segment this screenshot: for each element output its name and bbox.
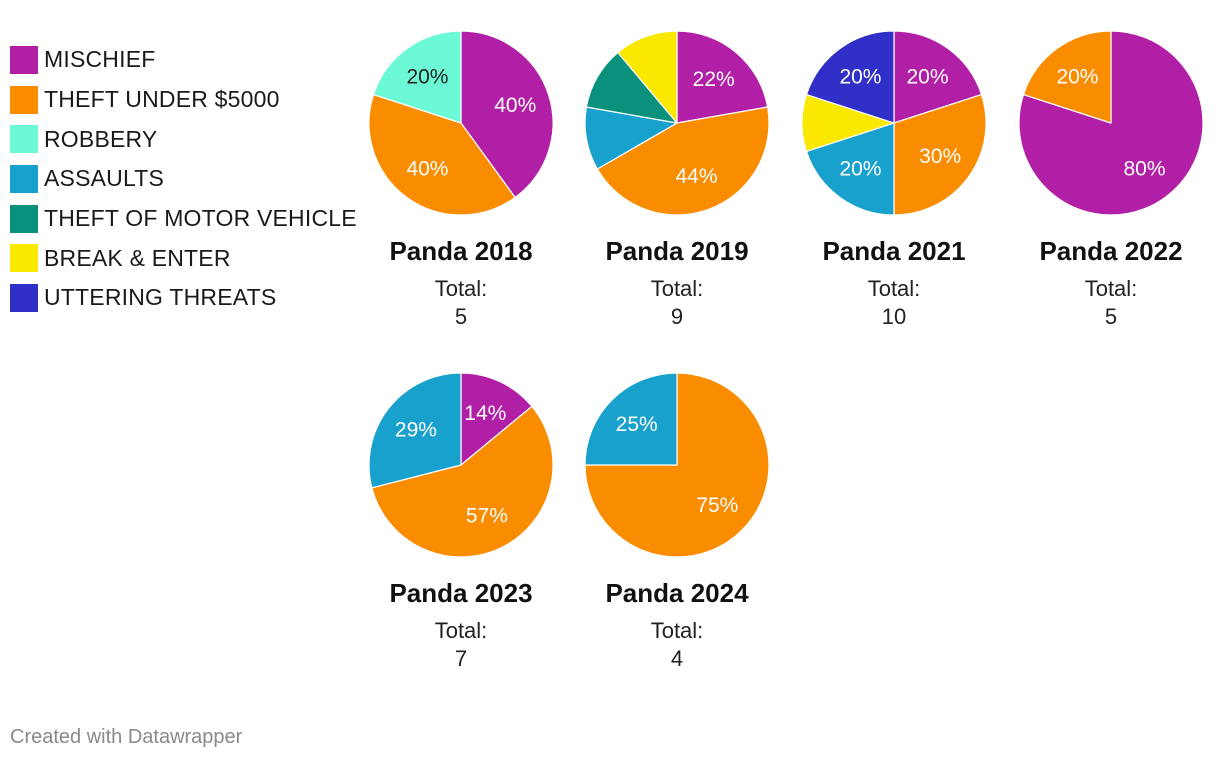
pie-total-label: Total:	[650, 618, 704, 643]
legend-item-theft-motor-vehicle: THEFT OF MOTOR VEHICLE	[10, 199, 357, 239]
pie-panda-2021: 20% 30% 20% 20%	[801, 30, 987, 216]
pie-slice-uttering-threats	[805, 30, 895, 124]
pie-total-label: Total:	[434, 276, 488, 301]
legend-item-uttering-threats: UTTERING THREATS	[10, 278, 355, 318]
pie-panda-2022: 80% 20%	[1018, 30, 1204, 216]
pie-total-value: 7	[454, 646, 468, 671]
slice-value-label: 25%	[616, 413, 658, 436]
pie-slice-assaults	[805, 122, 895, 216]
pie-total-label: Total:	[867, 276, 921, 301]
legend-item-robbery: ROBBERY	[10, 119, 355, 159]
pie-slice-mischief	[893, 30, 983, 124]
slice-value-label: 20%	[839, 65, 881, 88]
slice-value-label: 44%	[675, 165, 717, 188]
pie-slice-robbery	[372, 30, 462, 124]
legend-label: THEFT OF MOTOR VEHICLE	[44, 205, 357, 232]
pie-total-value: 9	[670, 304, 684, 329]
legend-swatch	[10, 204, 38, 233]
pie-total-value: 4	[670, 646, 684, 671]
slice-value-label: 30%	[919, 145, 961, 168]
pie-title: Panda 2021	[822, 236, 966, 266]
pie-title: Panda 2023	[389, 578, 533, 608]
pie-slice-theft-under-5000	[371, 405, 554, 558]
pie-slice-assaults	[368, 372, 462, 489]
slice-value-label: 80%	[1124, 158, 1166, 181]
pie-total-value: 5	[454, 304, 468, 329]
pie-slice-mischief	[676, 30, 769, 124]
pie-title: Panda 2019	[605, 236, 749, 266]
pie-slice-theft-under-5000	[584, 372, 770, 558]
legend-swatch	[10, 283, 38, 312]
pie-title: Panda 2022	[1039, 236, 1183, 266]
pie-panda-2018: 40% 40% 20%	[368, 30, 554, 216]
slice-value-label: 40%	[494, 94, 536, 117]
slice-value-label: 40%	[406, 158, 448, 181]
legend-label: ASSAULTS	[44, 165, 165, 192]
pie-slice-mischief	[460, 372, 533, 466]
legend-swatch	[10, 45, 38, 74]
slice-value-label: 20%	[907, 65, 949, 88]
pie-slice-assaults	[584, 372, 678, 466]
legend-swatch	[10, 85, 38, 114]
legend-label: MISCHIEF	[44, 46, 156, 73]
legend-item-theft-under: THEFT UNDER $5000	[10, 80, 355, 120]
pie-title: Panda 2018	[389, 236, 533, 266]
legend-label: UTTERING THREATS	[44, 284, 277, 311]
pie-slice-theft-under-5000	[368, 93, 516, 216]
pie-slice-theft-under-5000	[893, 93, 987, 216]
slice-value-label: 20%	[406, 65, 448, 88]
pie-slice-break-enter	[617, 30, 678, 124]
pie-total-value: 5	[1104, 304, 1118, 329]
footer-credit: Created with Datawrapper	[10, 726, 243, 748]
slice-value-label: 14%	[464, 402, 506, 425]
pie-total-label: Total:	[434, 618, 488, 643]
pie-total-label: Total:	[650, 276, 704, 301]
pie-total-value: 10	[881, 304, 907, 329]
small-multiples-grid: 40% 40% 20% Panda 2018 Total: 5 22% 44% Panda 20…	[368, 30, 1204, 671]
legend-swatch	[10, 125, 38, 154]
legend-swatch	[10, 164, 38, 193]
pie-slice-assaults	[584, 106, 678, 170]
pie-slice-theft-of-motor-vehicle	[585, 51, 678, 124]
legend-item-mischief: MISCHIEF	[10, 40, 355, 80]
pie-slice-theft-under-5000	[596, 106, 770, 216]
legend: MISCHIEF THEFT UNDER $5000 ROBBERY ASSAU…	[10, 40, 357, 318]
legend-label: THEFT UNDER $5000	[44, 86, 280, 113]
pie-panda-2019: 22% 44%	[584, 30, 770, 216]
slice-value-label: 20%	[1056, 65, 1098, 88]
slice-value-label: 29%	[395, 419, 437, 442]
slice-value-label: 57%	[466, 504, 508, 527]
legend-label: ROBBERY	[44, 125, 158, 152]
slice-value-label: 75%	[696, 494, 738, 517]
slice-value-label: 20%	[839, 158, 881, 181]
pie-panda-2023: 14% 57% 29%	[368, 372, 554, 558]
pie-slice-mischief	[460, 30, 554, 199]
slice-value-label: 22%	[693, 68, 735, 91]
pie-total-label: Total:	[1084, 276, 1138, 301]
pie-panda-2024: 75% 25%	[584, 372, 770, 558]
pie-slice-theft-under-5000	[1022, 30, 1112, 124]
legend-item-assaults: ASSAULTS	[10, 159, 355, 199]
pie-title: Panda 2024	[605, 578, 749, 608]
legend-swatch	[10, 244, 38, 273]
legend-item-break-enter: BREAK & ENTER	[10, 238, 355, 278]
legend-label: BREAK & ENTER	[44, 244, 231, 271]
